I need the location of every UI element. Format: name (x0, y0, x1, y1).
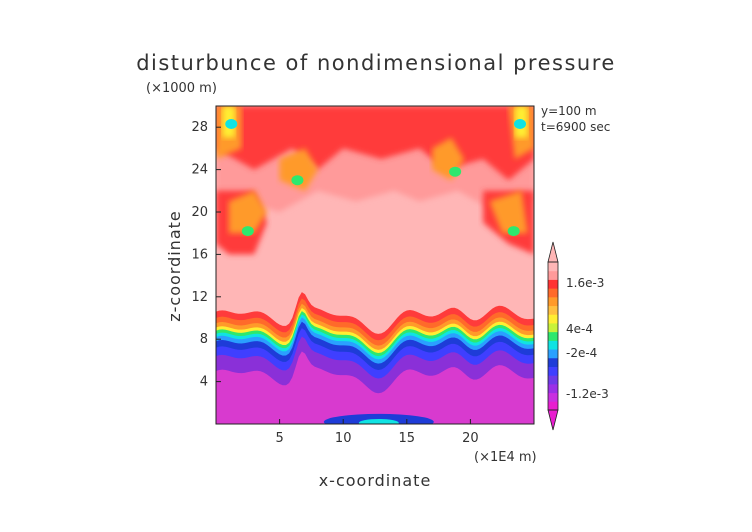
colorbar-segment-14 (548, 279, 558, 289)
upper-region-4 (228, 190, 267, 234)
colorbar-segment-3 (548, 375, 558, 385)
y-tick-label-4: 20 (191, 205, 208, 220)
y-axis: 4 8 12 16 20 24 28 (191, 120, 221, 390)
y-tick-label-5: 24 (191, 163, 208, 178)
bottom-cyan-pocket (358, 418, 399, 424)
y-tick-label-3: 16 (191, 247, 208, 262)
x-axis: 5 10 15 20 (275, 419, 479, 446)
colorbar-segment-12 (548, 296, 558, 307)
colorbar-top-arrow (547, 241, 559, 263)
colorbar-label-1: 1.6e-3 (566, 276, 604, 290)
y-tick-label-2: 12 (191, 290, 208, 305)
y-tick-label-1: 8 (200, 332, 208, 347)
colorbar-segment-9 (548, 322, 558, 333)
colorbar-segment-8 (548, 331, 558, 341)
lower-band-10 (216, 351, 534, 424)
colorbar-segment-7 (548, 340, 558, 350)
colorbar-segment-4 (548, 366, 558, 376)
colorbar-label-4: -1.2e-3 (566, 387, 609, 401)
y-tick-label-6: 28 (191, 120, 208, 135)
x-unit-label: (×1E4 m) (474, 450, 537, 465)
colorbar-segment-0 (548, 401, 558, 411)
colorbar-label-2: 4e-4 (566, 322, 593, 336)
plot-frame (215, 105, 535, 425)
upper-region-5 (489, 190, 528, 234)
colorbar-labels: 1.6e-3 4e-4 -2e-4 -1.2e-3 (566, 276, 609, 401)
chart-title: disturbunce of nondimensional pressure (136, 51, 616, 75)
colorbar-segment-1 (548, 392, 558, 402)
colorbar-segment-6 (548, 349, 558, 359)
upper-region-6 (279, 148, 318, 191)
colorbar-bottom-arrow (547, 409, 559, 431)
colorbar-segment-16 (548, 262, 558, 272)
y-axis-label: z-coordinate (165, 210, 184, 322)
hot-spot-2 (449, 166, 462, 177)
contour-field (216, 106, 534, 424)
hot-spot-1 (291, 175, 304, 186)
colorbar-segment-11 (548, 305, 558, 315)
info-line-2: t=6900 sec (541, 120, 610, 134)
plot-area (215, 105, 535, 425)
x-tick-label-3: 20 (462, 431, 479, 446)
hot-spot-3 (507, 226, 520, 237)
colorbar-segment-13 (548, 288, 558, 298)
x-tick-label-0: 5 (275, 431, 283, 446)
hot-spot-0 (241, 226, 254, 237)
colorbar-frame (547, 261, 559, 411)
colorbar-segment-5 (548, 357, 558, 367)
colorbar-segment-10 (548, 314, 558, 324)
y-tick-label-0: 4 (200, 375, 208, 390)
x-axis-label: x-coordinate (319, 471, 432, 490)
z-unit-label: (×1000 m) (146, 81, 217, 96)
colorbar-segment-15 (548, 270, 558, 280)
colorbar (547, 241, 559, 431)
colorbar-segment-2 (548, 383, 558, 394)
hot-spot-5 (514, 119, 527, 130)
x-tick-label-1: 10 (335, 431, 352, 446)
info-line-1: y=100 m (541, 104, 597, 118)
x-tick-label-2: 15 (399, 431, 416, 446)
colorbar-label-3: -2e-4 (566, 346, 597, 360)
hot-spot-4 (225, 119, 238, 130)
